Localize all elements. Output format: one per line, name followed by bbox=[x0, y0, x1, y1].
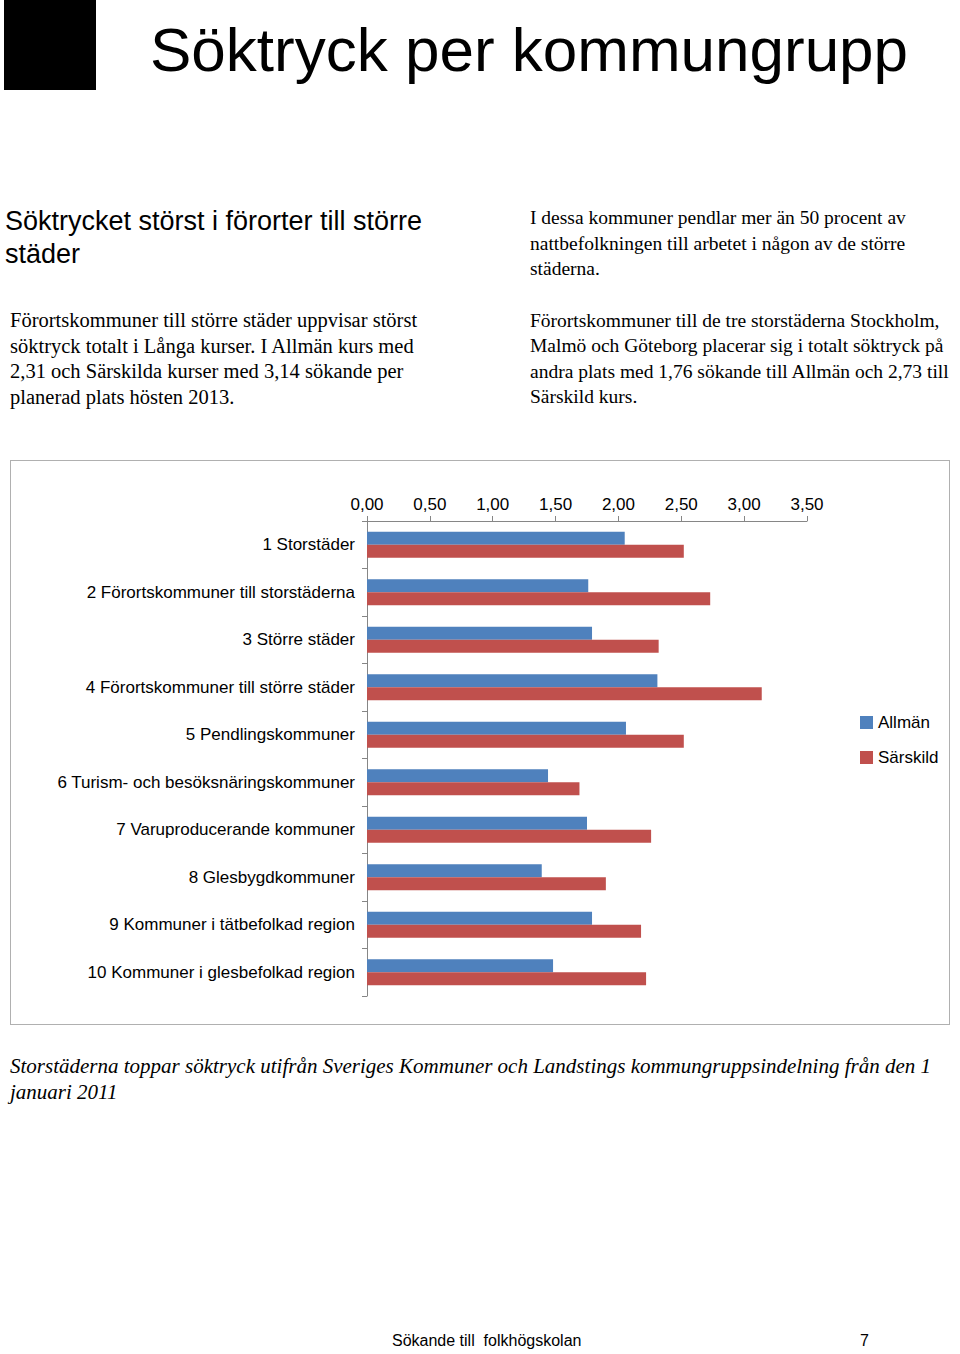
svg-text:6 Turism- och besöksnäringskom: 6 Turism- och besöksnäringskommuner bbox=[57, 773, 355, 792]
svg-text:10 Kommuner i glesbefolkad reg: 10 Kommuner i glesbefolkad region bbox=[88, 963, 355, 982]
html-text:Söktrycket störst i förorter t: Söktrycket störst i förorter till större… bbox=[5, 206, 423, 269]
html-text:Söktryck per kommungrupp: Söktryck per kommungrupp bbox=[150, 15, 909, 84]
html-text:I dessa kommuner pendlar mer ä: I dessa kommuner pendlar mer än 50 proce… bbox=[530, 207, 906, 279]
svg-text:7 Varuproducerande kommuner: 7 Varuproducerande kommuner bbox=[116, 820, 355, 839]
svg-text:3,00: 3,00 bbox=[728, 495, 761, 514]
html-text:7: 7 bbox=[860, 1332, 869, 1349]
svg-text:3 Större städer: 3 Större städer bbox=[243, 630, 356, 649]
html-text:Förortskommuner till de tre st: Förortskommuner till de tre storstäderna… bbox=[530, 309, 949, 407]
svg-text:0,00: 0,00 bbox=[350, 495, 383, 514]
svg-text:4 Förortskommuner till större: 4 Förortskommuner till större städer bbox=[86, 678, 356, 697]
svg-text:8 Glesbygdkommuner: 8 Glesbygdkommuner bbox=[189, 868, 356, 887]
svg-text:2 Förortskommuner till storstä: 2 Förortskommuner till storstäderna bbox=[87, 583, 356, 602]
svg-text:2,00: 2,00 bbox=[602, 495, 635, 514]
html-text:Sökande till folkhögskolan: Sökande till folkhögskolan bbox=[392, 1332, 582, 1349]
svg-text:Allmän: Allmän bbox=[878, 713, 930, 732]
svg-text:9 Kommuner i tätbefolkad regio: 9 Kommuner i tätbefolkad region bbox=[109, 915, 355, 934]
svg-text:1 Storstäder: 1 Storstäder bbox=[262, 535, 355, 554]
svg-text:1,50: 1,50 bbox=[539, 495, 572, 514]
svg-text:2,50: 2,50 bbox=[665, 495, 698, 514]
svg-text:5 Pendlingskommuner: 5 Pendlingskommuner bbox=[186, 725, 355, 744]
svg-text:1,00: 1,00 bbox=[476, 495, 509, 514]
svg-text:Särskild: Särskild bbox=[878, 748, 938, 767]
svg-text:3,50: 3,50 bbox=[790, 495, 823, 514]
svg-text:0,50: 0,50 bbox=[413, 495, 446, 514]
html-text:Storstäderna toppar söktryck u: Storstäderna toppar söktryck utifrån Sve… bbox=[10, 1054, 931, 1104]
html-text:Förortskommuner till större st: Förortskommuner till större städer uppvi… bbox=[10, 309, 418, 408]
